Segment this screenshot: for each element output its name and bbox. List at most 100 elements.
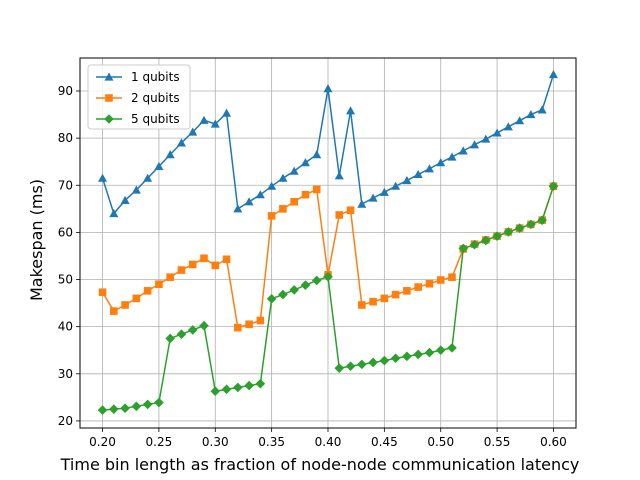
data-point	[222, 255, 231, 264]
x-axis-ticks: 0.20 0.25 0.30 0.35 0.40 0.45 0.50 0.55 0.60	[89, 428, 567, 449]
data-point	[514, 223, 525, 233]
data-point	[402, 351, 412, 362]
data-point	[142, 399, 153, 410]
y-tick-label: 50	[58, 273, 73, 287]
data-point	[436, 158, 446, 167]
data-point	[234, 323, 242, 332]
data-point	[526, 219, 536, 230]
data-point	[379, 355, 390, 366]
data-point	[526, 110, 536, 119]
legend-label: 5 qubits	[131, 112, 180, 126]
data-point	[110, 307, 118, 315]
x-tick-label: 0.30	[202, 435, 229, 449]
data-point	[436, 276, 445, 284]
legend-item: 2 qubits	[96, 91, 180, 105]
data-point	[357, 199, 367, 208]
data-point	[199, 320, 209, 331]
legend-marker	[104, 72, 114, 81]
data-point	[425, 279, 434, 288]
y-tick-label: 60	[58, 225, 73, 239]
data-point	[255, 378, 266, 389]
data-point	[402, 176, 412, 185]
x-tick-label: 0.50	[427, 435, 454, 449]
data-point	[403, 287, 411, 295]
data-point	[109, 404, 119, 414]
data-point	[447, 343, 457, 353]
data-point	[109, 209, 119, 218]
data-point	[97, 405, 108, 415]
data-point	[311, 275, 322, 286]
data-point	[334, 171, 344, 180]
data-point	[255, 190, 265, 199]
data-point	[323, 84, 333, 93]
data-point	[245, 320, 253, 329]
data-point	[266, 294, 277, 304]
data-point	[391, 290, 400, 299]
data-point	[390, 353, 401, 364]
data-point	[187, 325, 198, 335]
data-point	[131, 401, 142, 412]
data-point	[358, 301, 366, 309]
data-point	[154, 161, 164, 171]
data-point	[176, 329, 187, 340]
x-tick-label: 0.20	[89, 435, 116, 449]
data-point	[537, 215, 547, 225]
data-point	[256, 316, 265, 325]
data-point	[98, 288, 107, 297]
data-point	[289, 166, 299, 175]
data-point	[267, 212, 276, 220]
x-tick-label: 0.45	[371, 435, 398, 449]
data-point	[424, 347, 435, 358]
data-point	[289, 285, 299, 295]
series-1	[98, 69, 558, 218]
data-point	[369, 297, 377, 306]
data-point	[448, 273, 456, 281]
data-point	[211, 261, 220, 270]
data-point	[120, 195, 130, 204]
data-point	[345, 361, 356, 372]
data-point	[312, 150, 322, 159]
data-point	[165, 150, 175, 159]
y-tick-label: 90	[58, 84, 73, 98]
data-point	[233, 382, 243, 393]
data-point	[481, 235, 491, 246]
data-point	[98, 173, 108, 182]
data-point	[300, 280, 311, 290]
data-point	[278, 173, 288, 182]
data-point	[222, 108, 232, 117]
data-point	[143, 287, 152, 295]
data-point	[221, 384, 232, 395]
x-tick-label: 0.60	[540, 435, 567, 449]
data-point	[470, 140, 480, 149]
data-point	[132, 294, 141, 303]
data-point	[301, 190, 310, 199]
data-point	[278, 289, 288, 300]
data-point	[165, 333, 175, 344]
data-point	[503, 122, 513, 131]
legend-item: 5 qubits	[96, 112, 180, 126]
y-tick-label: 40	[58, 320, 73, 334]
data-point	[176, 138, 186, 147]
data-point	[424, 164, 434, 173]
data-point	[199, 115, 209, 124]
data-point	[368, 357, 378, 368]
data-point	[391, 181, 401, 190]
data-point	[481, 134, 491, 143]
data-point	[379, 187, 389, 196]
data-point	[233, 204, 243, 213]
x-axis-label: Time bin length as fraction of node-node…	[60, 455, 580, 474]
data-point	[143, 173, 153, 182]
data-point	[290, 197, 298, 206]
y-tick-label: 80	[58, 131, 73, 145]
data-point	[515, 116, 525, 125]
data-point	[380, 294, 389, 303]
x-tick-label: 0.55	[484, 435, 511, 449]
data-point	[346, 106, 356, 115]
data-point	[469, 239, 480, 250]
data-point	[335, 211, 344, 219]
y-tick-label: 70	[58, 178, 73, 192]
data-point	[188, 260, 197, 269]
data-point	[120, 403, 130, 414]
x-tick-label: 0.25	[146, 435, 173, 449]
data-point	[447, 152, 457, 161]
